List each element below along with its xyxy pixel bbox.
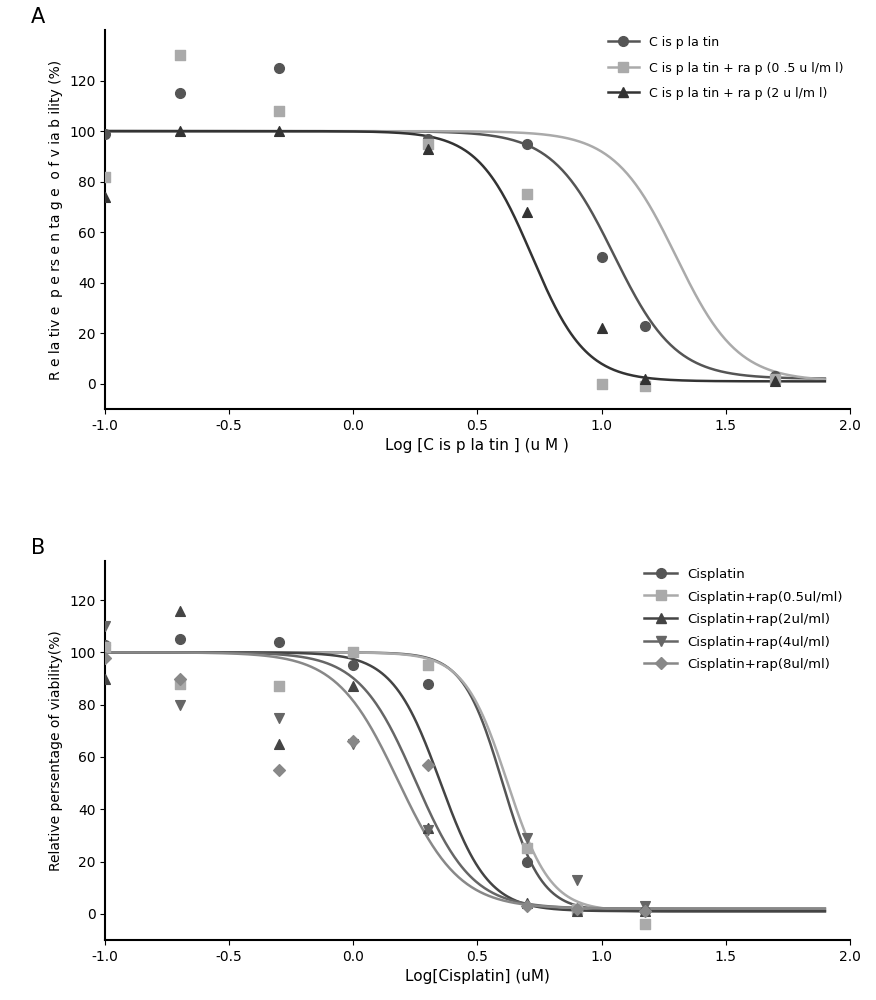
Point <box>346 644 360 660</box>
Point <box>519 895 533 911</box>
Point <box>272 678 286 694</box>
Point <box>639 903 653 919</box>
Point <box>173 697 187 713</box>
Point <box>346 678 360 694</box>
Point <box>98 618 112 634</box>
Point <box>639 916 653 932</box>
X-axis label: Log [C is p la tin ] (u M ): Log [C is p la tin ] (u M ) <box>385 438 569 453</box>
Point <box>98 637 112 653</box>
Point <box>639 898 653 914</box>
Point <box>272 123 286 139</box>
Point <box>570 872 584 888</box>
Legend: Cisplatin, Cisplatin+rap(0.5ul/ml), Cisplatin+rap(2ul/ml), Cisplatin+rap(4ul/ml): Cisplatin, Cisplatin+rap(0.5ul/ml), Cisp… <box>644 567 843 671</box>
Point <box>570 901 584 917</box>
Point <box>346 736 360 752</box>
X-axis label: Log[Cisplatin] (uM): Log[Cisplatin] (uM) <box>405 969 550 984</box>
Point <box>595 320 609 336</box>
Legend: C is p la tin, C is p la tin + ra p (0 .5 u l/m l), C is p la tin + ra p (2 u l/: C is p la tin, C is p la tin + ra p (0 .… <box>608 36 844 100</box>
Point <box>519 840 533 856</box>
Point <box>173 123 187 139</box>
Point <box>98 671 112 687</box>
Point <box>421 676 435 692</box>
Point <box>173 631 187 647</box>
Point <box>595 376 609 392</box>
Y-axis label: R e la tiv e  p e rs e n ta g e  o f v ia b ility (%): R e la tiv e p e rs e n ta g e o f v ia … <box>49 60 63 380</box>
Point <box>421 757 435 773</box>
Point <box>639 378 653 394</box>
Point <box>519 136 533 152</box>
Point <box>272 736 286 752</box>
Point <box>639 318 653 334</box>
Point <box>519 186 533 202</box>
Point <box>346 657 360 673</box>
Point <box>272 762 286 778</box>
Point <box>421 136 435 152</box>
Text: B: B <box>31 538 45 558</box>
Point <box>519 898 533 914</box>
Point <box>173 603 187 619</box>
Point <box>173 676 187 692</box>
Point <box>595 249 609 265</box>
Point <box>768 368 782 384</box>
Point <box>421 141 435 157</box>
Y-axis label: Relative persentage of viability(%): Relative persentage of viability(%) <box>49 630 63 871</box>
Point <box>768 371 782 387</box>
Point <box>639 903 653 919</box>
Point <box>98 189 112 205</box>
Point <box>98 650 112 666</box>
Point <box>272 710 286 726</box>
Point <box>272 103 286 119</box>
Point <box>272 634 286 650</box>
Point <box>570 901 584 917</box>
Point <box>639 903 653 919</box>
Point <box>570 901 584 917</box>
Point <box>173 47 187 63</box>
Point <box>421 820 435 836</box>
Point <box>639 371 653 387</box>
Point <box>98 126 112 142</box>
Point <box>421 822 435 838</box>
Point <box>519 204 533 220</box>
Point <box>768 373 782 389</box>
Text: A: A <box>31 7 45 27</box>
Point <box>519 854 533 870</box>
Point <box>272 60 286 76</box>
Point <box>421 131 435 147</box>
Point <box>98 639 112 655</box>
Point <box>570 903 584 919</box>
Point <box>98 169 112 185</box>
Point <box>346 733 360 749</box>
Point <box>173 671 187 687</box>
Point <box>173 85 187 101</box>
Point <box>519 830 533 846</box>
Point <box>421 657 435 673</box>
